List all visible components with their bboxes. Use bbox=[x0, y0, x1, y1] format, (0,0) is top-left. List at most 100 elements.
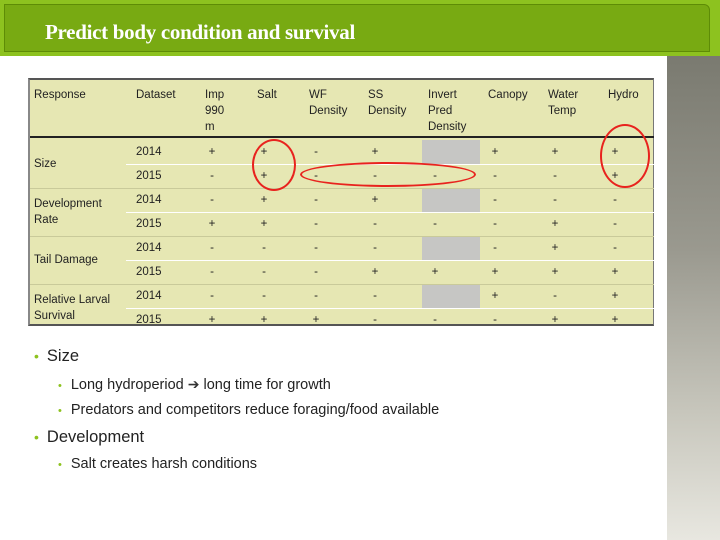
sign-water: + bbox=[551, 146, 559, 158]
sub-bullet-salt: • Salt creates harsh conditions bbox=[58, 456, 258, 472]
dataset-year: 2015 bbox=[136, 218, 162, 230]
sign-imp: + bbox=[208, 218, 216, 230]
sign-imp: + bbox=[208, 314, 216, 326]
header-water-temp: Water Temp bbox=[548, 89, 579, 117]
results-table: Response Dataset Imp 990 m Salt WF Density … bbox=[28, 78, 654, 326]
invert-na-cell bbox=[422, 140, 480, 164]
row-separator bbox=[126, 212, 654, 213]
sign-imp: - bbox=[210, 242, 214, 254]
sign-hydro: + bbox=[611, 314, 619, 326]
bullet-development: • Development bbox=[34, 428, 145, 446]
sign-salt: + bbox=[260, 194, 268, 206]
sign-imp: + bbox=[208, 146, 216, 158]
sign-canopy: - bbox=[493, 218, 497, 230]
sign-invert: - bbox=[433, 218, 437, 230]
header-hydro: Hydro bbox=[608, 89, 639, 101]
sign-invert: + bbox=[431, 266, 439, 278]
decorative-side-strip bbox=[667, 56, 720, 540]
bullet-size: • Size bbox=[34, 347, 80, 365]
response-label: Tail Damage bbox=[34, 254, 98, 266]
sign-wf: - bbox=[314, 146, 318, 158]
sign-wf: - bbox=[314, 266, 318, 278]
sign-hydro: + bbox=[611, 290, 619, 302]
sign-hydro: + bbox=[611, 266, 619, 278]
sign-ss: + bbox=[371, 146, 379, 158]
sign-ss: - bbox=[373, 218, 377, 230]
sign-canopy: + bbox=[491, 146, 499, 158]
sign-water: + bbox=[551, 266, 559, 278]
invert-na-cell bbox=[422, 188, 480, 212]
header-wf-density: WF Density bbox=[309, 89, 348, 117]
group-separator bbox=[30, 188, 654, 189]
sign-salt: + bbox=[260, 314, 268, 326]
sign-wf: - bbox=[314, 290, 318, 302]
sign-water: + bbox=[551, 218, 559, 230]
sign-water: - bbox=[553, 170, 557, 182]
sign-canopy: + bbox=[491, 266, 499, 278]
sign-wf: + bbox=[312, 314, 320, 326]
bullet-dot-icon: • bbox=[34, 429, 39, 445]
dataset-year: 2014 bbox=[136, 146, 162, 158]
sub-bullet-predators: • Predators and competitors reduce foragi… bbox=[58, 402, 440, 418]
title-box: Predict body condition and survival bbox=[4, 4, 710, 52]
sign-ss: - bbox=[373, 314, 377, 326]
sign-imp: - bbox=[210, 266, 214, 278]
sign-hydro: - bbox=[613, 242, 617, 254]
sign-wf: - bbox=[314, 218, 318, 230]
response-label: Size bbox=[34, 158, 57, 170]
sign-imp: - bbox=[210, 194, 214, 206]
arrow-right-icon: ➔ bbox=[187, 376, 200, 392]
header-invert-pred-density: Invert Pred Density bbox=[428, 89, 467, 133]
table-header-row: Response Dataset Imp 990 m Salt WF Density … bbox=[30, 80, 654, 138]
dataset-year: 2014 bbox=[136, 242, 162, 254]
response-label: Development Rate bbox=[34, 198, 102, 226]
header-ss-density: SS Density bbox=[368, 89, 407, 117]
bullet-dot-icon: • bbox=[58, 405, 62, 417]
group-separator bbox=[30, 236, 654, 237]
group-separator bbox=[30, 284, 654, 285]
highlight-ellipse-predators bbox=[300, 162, 476, 187]
sign-ss: - bbox=[373, 242, 377, 254]
sign-ss: + bbox=[371, 266, 379, 278]
header-canopy: Canopy bbox=[488, 89, 528, 101]
header-salt: Salt bbox=[257, 89, 277, 101]
dataset-year: 2014 bbox=[136, 194, 162, 206]
bullet-dot-icon: • bbox=[58, 459, 62, 471]
dataset-year: 2015 bbox=[136, 314, 162, 326]
sign-wf: - bbox=[314, 194, 318, 206]
dataset-year: 2015 bbox=[136, 266, 162, 278]
title-bar: Predict body condition and survival bbox=[0, 0, 720, 56]
sign-wf: - bbox=[314, 242, 318, 254]
row-separator bbox=[126, 308, 654, 309]
dataset-year: 2015 bbox=[136, 170, 162, 182]
sign-ss: + bbox=[371, 194, 379, 206]
sign-salt: - bbox=[262, 266, 266, 278]
sign-canopy: - bbox=[493, 170, 497, 182]
sign-water: + bbox=[551, 242, 559, 254]
sign-imp: - bbox=[210, 170, 214, 182]
sign-water: - bbox=[553, 194, 557, 206]
sign-water: + bbox=[551, 314, 559, 326]
sign-salt: + bbox=[260, 218, 268, 230]
sign-ss: - bbox=[373, 290, 377, 302]
sign-water: - bbox=[553, 290, 557, 302]
sign-salt: - bbox=[262, 290, 266, 302]
dataset-year: 2014 bbox=[136, 290, 162, 302]
header-dataset: Dataset bbox=[136, 89, 176, 101]
sub-bullet-hydroperiod: • Long hydroperiod ➔ long time for growth bbox=[58, 376, 331, 393]
sign-hydro: - bbox=[613, 218, 617, 230]
sign-salt: - bbox=[262, 242, 266, 254]
highlight-circle-salt bbox=[252, 139, 296, 191]
response-label: Relative Larval Survival bbox=[34, 294, 111, 322]
sign-canopy: - bbox=[493, 314, 497, 326]
bullet-dot-icon: • bbox=[58, 380, 62, 392]
highlight-circle-hydro bbox=[600, 124, 650, 188]
sign-hydro: - bbox=[613, 194, 617, 206]
invert-na-cell bbox=[422, 284, 480, 308]
invert-na-cell bbox=[422, 236, 480, 260]
sign-canopy: - bbox=[493, 242, 497, 254]
row-separator bbox=[126, 260, 654, 261]
header-imp-990m: Imp 990 m bbox=[205, 89, 225, 133]
sign-canopy: + bbox=[491, 290, 499, 302]
sign-canopy: - bbox=[493, 194, 497, 206]
